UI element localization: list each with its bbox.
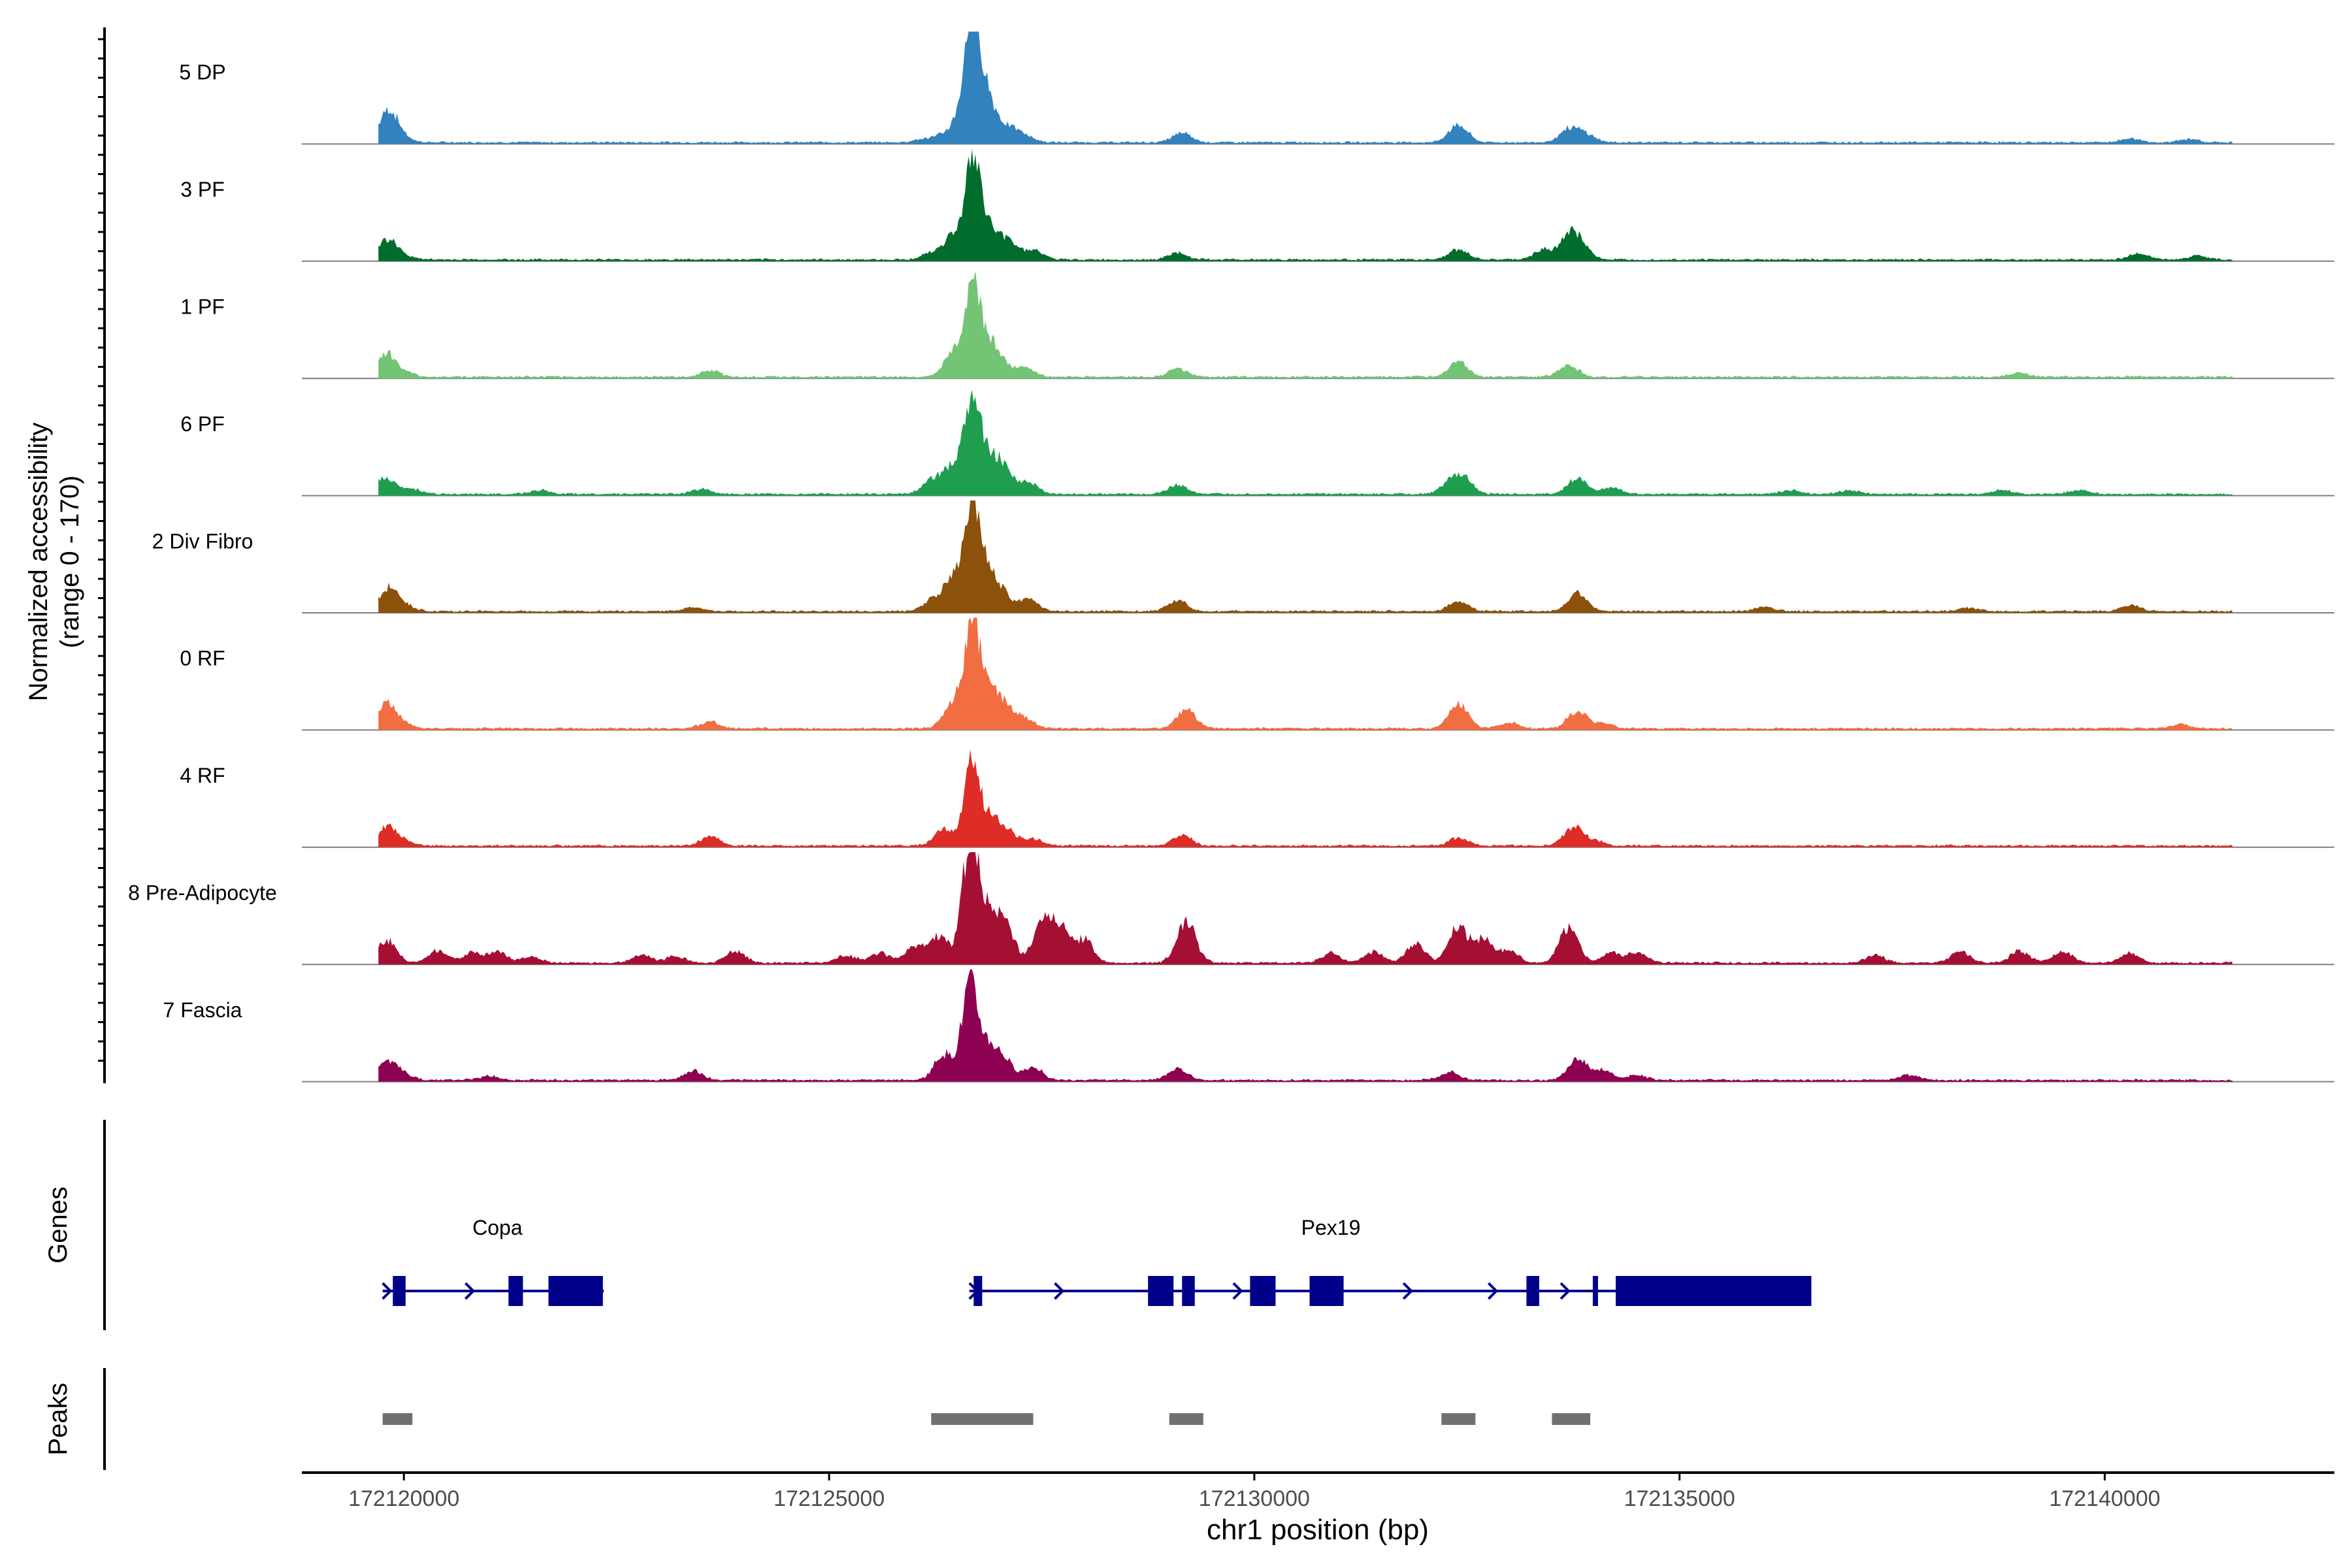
strand-arrow <box>1232 1282 1243 1300</box>
gene-exon <box>1250 1276 1276 1306</box>
y-axis-range-label: (range 0 - 170) <box>56 476 84 649</box>
gene-name: Pex19 <box>1301 1216 1361 1239</box>
strand-arrow <box>382 1282 393 1300</box>
gene-model: Copa <box>382 1216 604 1306</box>
peak-region <box>382 1413 413 1425</box>
strand-arrow <box>1487 1282 1499 1300</box>
peaks-track-label: Peaks <box>44 1382 73 1455</box>
coverage-area <box>378 749 2232 847</box>
track-label: 3 PF <box>180 178 225 201</box>
gene-model: Pex19 <box>968 1216 1812 1306</box>
strand-arrow <box>465 1282 476 1300</box>
gene-exon <box>1526 1276 1539 1306</box>
track-label: 1 PF <box>180 295 225 319</box>
x-axis-title: chr1 position (bp) <box>1207 1514 1429 1546</box>
coverage-area <box>378 969 2232 1082</box>
x-tick-label: 172135000 <box>1624 1486 1735 1511</box>
x-axis: 172120000 172125000 172130000 172135000 1721… <box>302 1471 2334 1546</box>
coverage-area <box>378 389 2232 496</box>
y-axis-label: Normalized accessibility <box>24 423 53 702</box>
coverage-y-axis <box>98 27 106 1083</box>
gene-exon <box>1592 1276 1598 1306</box>
track-labels: 5 DP 3 PF 1 PF 6 PF 2 Div Fibro 0 RF 4 RF 8 Pre… <box>128 61 277 1022</box>
track-label: 7 Fascia <box>163 998 242 1022</box>
peaks-axis: Peaks <box>44 1368 106 1470</box>
genes-axis: Genes <box>44 1120 106 1330</box>
x-tick-label: 172125000 <box>774 1486 885 1511</box>
track-label: 5 DP <box>179 61 225 84</box>
x-tick-label: 172120000 <box>348 1486 459 1511</box>
peak-region <box>1169 1413 1203 1425</box>
genes-track-label: Genes <box>44 1186 73 1264</box>
coverage-area <box>378 148 2232 261</box>
x-axis-ticks: 172120000 172125000 172130000 172135000 1721… <box>348 1473 2161 1511</box>
x-tick-label: 172130000 <box>1199 1486 1310 1511</box>
gene-exon <box>1182 1276 1195 1306</box>
track-label: 4 RF <box>180 764 225 787</box>
coverage-area <box>378 31 2232 144</box>
strand-arrow <box>1560 1282 1571 1300</box>
strand-arrow <box>1054 1282 1065 1300</box>
coverage-tracks <box>302 31 2334 1083</box>
track-label: 6 PF <box>180 412 225 436</box>
gene-annotations: Copa Pex19 <box>382 1216 1812 1306</box>
track-label: 2 Div Fibro <box>152 529 253 553</box>
coverage-area <box>378 617 2232 730</box>
gene-exon <box>508 1276 523 1306</box>
peak-region <box>1441 1413 1476 1425</box>
track-label: 8 Pre-Adipocyte <box>128 881 277 905</box>
coverage-area <box>378 270 2232 379</box>
coverage-area <box>378 852 2232 965</box>
track-label: 0 RF <box>180 647 225 670</box>
coverage-area <box>378 500 2232 613</box>
gene-exon <box>548 1276 603 1306</box>
peak-region <box>931 1413 1034 1425</box>
gene-exon <box>1309 1276 1344 1306</box>
strand-arrow <box>1402 1282 1414 1300</box>
y-axis-title: Normalized accessibility (range 0 - 170) <box>24 423 84 702</box>
x-tick-label: 172140000 <box>2049 1486 2160 1511</box>
peak-regions <box>382 1413 1591 1425</box>
peak-region <box>1552 1413 1591 1425</box>
gene-exon <box>1616 1276 1812 1306</box>
gene-name: Copa <box>472 1216 523 1239</box>
gene-exon <box>1148 1276 1174 1306</box>
gene-exon <box>973 1276 983 1306</box>
gene-exon <box>393 1276 406 1306</box>
